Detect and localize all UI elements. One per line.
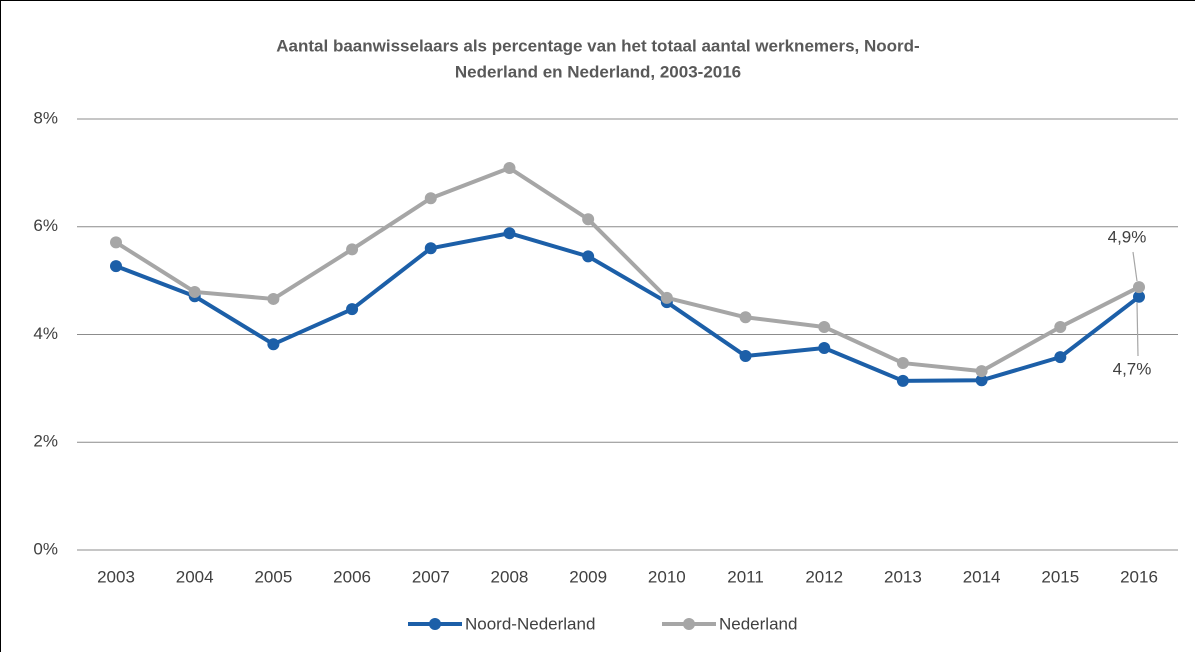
x-tick-label: 2012 [805, 567, 843, 586]
data-point [1133, 290, 1145, 303]
x-tick-label: 2008 [491, 567, 529, 586]
x-tick-label: 2006 [333, 567, 371, 586]
y-tick-label: 0% [33, 539, 58, 558]
legend-label: Nederland [719, 614, 797, 633]
legend-marker [683, 618, 695, 630]
data-point [818, 320, 831, 333]
data-point [975, 374, 988, 387]
data-point [503, 227, 516, 240]
x-tick-label: 2014 [963, 567, 1001, 586]
x-tick-label: 2016 [1120, 567, 1158, 586]
data-point [1133, 281, 1145, 294]
legend-label: Noord-Nederland [465, 614, 595, 633]
data-point [739, 350, 752, 363]
y-tick-label: 2% [33, 432, 58, 451]
series-line [115, 231, 1141, 383]
data-label: 4,7% [1113, 359, 1152, 378]
x-tick-label: 2004 [176, 567, 214, 586]
x-tick-label: 2013 [884, 567, 922, 586]
x-tick-label: 2009 [569, 567, 607, 586]
data-point [503, 162, 516, 175]
data-point [896, 374, 909, 387]
x-tick-label: 2010 [648, 567, 686, 586]
chart-title: Aantal baanwisselaars als percentage van… [276, 36, 919, 55]
data-point [267, 292, 280, 305]
x-tick-label: 2005 [254, 567, 292, 586]
leader-line [1136, 302, 1139, 357]
data-point [818, 341, 831, 354]
data-point [739, 311, 752, 324]
data-point [188, 285, 201, 298]
legend-marker [429, 618, 441, 630]
data-point [267, 338, 280, 351]
x-tick-label: 2003 [97, 567, 135, 586]
chart-title: Nederland en Nederland, 2003-2016 [455, 62, 741, 81]
data-point [582, 250, 595, 263]
data-point [110, 236, 122, 249]
data-point [975, 365, 988, 378]
y-tick-label: 6% [33, 216, 58, 235]
data-label: 4,9% [1108, 227, 1147, 246]
x-tick-label: 2015 [1041, 567, 1079, 586]
y-tick-label: 4% [33, 324, 58, 343]
data-point [660, 291, 673, 304]
data-point [896, 357, 909, 370]
y-tick-label: 8% [33, 108, 58, 127]
data-point [110, 260, 122, 273]
leader-line [1132, 251, 1138, 282]
data-point [1054, 351, 1067, 364]
x-tick-label: 2007 [412, 567, 450, 586]
x-tick-label: 2011 [727, 567, 764, 586]
data-point [424, 192, 437, 205]
data-point [424, 242, 437, 255]
data-point [346, 243, 359, 256]
data-point [582, 213, 595, 226]
data-point [1054, 320, 1067, 333]
series-line [114, 166, 1140, 374]
data-point [346, 303, 359, 316]
